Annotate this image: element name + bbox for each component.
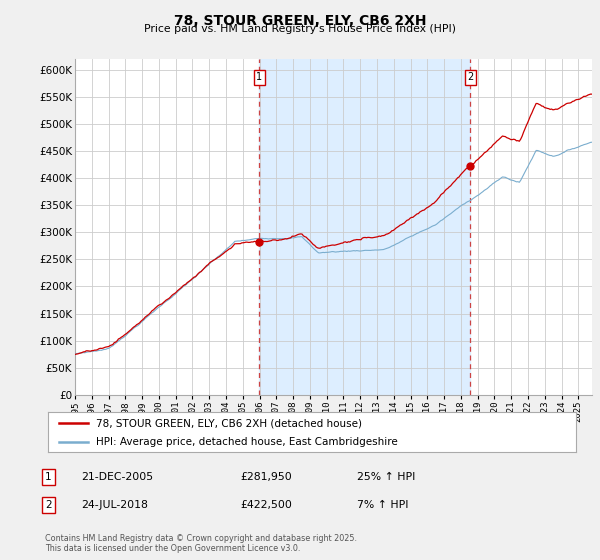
Text: 2: 2 bbox=[45, 500, 52, 510]
Text: 21-DEC-2005: 21-DEC-2005 bbox=[81, 472, 153, 482]
Text: 1: 1 bbox=[45, 472, 52, 482]
Bar bbox=[259, 59, 470, 395]
Text: £281,950: £281,950 bbox=[240, 472, 292, 482]
Text: Price paid vs. HM Land Registry's House Price Index (HPI): Price paid vs. HM Land Registry's House … bbox=[144, 24, 456, 34]
Text: 1: 1 bbox=[256, 72, 262, 82]
Text: 2: 2 bbox=[467, 72, 473, 82]
Text: 78, STOUR GREEN, ELY, CB6 2XH (detached house): 78, STOUR GREEN, ELY, CB6 2XH (detached … bbox=[95, 418, 362, 428]
Text: 7% ↑ HPI: 7% ↑ HPI bbox=[357, 500, 409, 510]
Text: £422,500: £422,500 bbox=[240, 500, 292, 510]
Text: HPI: Average price, detached house, East Cambridgeshire: HPI: Average price, detached house, East… bbox=[95, 437, 397, 446]
Text: Contains HM Land Registry data © Crown copyright and database right 2025.
This d: Contains HM Land Registry data © Crown c… bbox=[45, 534, 357, 553]
Text: 78, STOUR GREEN, ELY, CB6 2XH: 78, STOUR GREEN, ELY, CB6 2XH bbox=[174, 14, 426, 28]
Text: 25% ↑ HPI: 25% ↑ HPI bbox=[357, 472, 415, 482]
Text: 24-JUL-2018: 24-JUL-2018 bbox=[81, 500, 148, 510]
